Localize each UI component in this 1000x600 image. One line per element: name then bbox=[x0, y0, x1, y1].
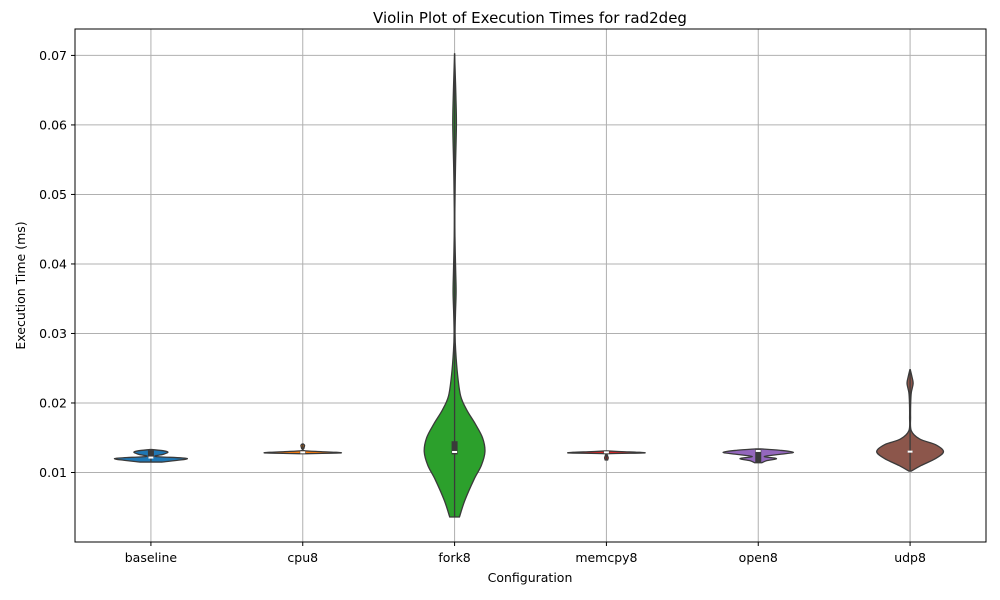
y-axis-ticks: 0.01 0.02 0.03 0.04 0.05 0.06 0.07 bbox=[39, 48, 75, 480]
x-tick-label-fork8: fork8 bbox=[438, 550, 470, 565]
x-tick-label-udp8: udp8 bbox=[894, 550, 926, 565]
x-tick-label-open8: open8 bbox=[739, 550, 778, 565]
violin-layer bbox=[113, 53, 945, 518]
x-tick-label-baseline: baseline bbox=[125, 550, 178, 565]
y-tick-label: 0.04 bbox=[39, 256, 67, 271]
y-axis-label: Execution Time (ms) bbox=[13, 221, 28, 349]
y-tick-label: 0.07 bbox=[39, 48, 67, 63]
median-marker-memcpy8 bbox=[603, 451, 609, 454]
median-marker-cpu8 bbox=[300, 451, 306, 454]
chart-title: Violin Plot of Execution Times for rad2d… bbox=[373, 9, 687, 27]
y-tick-label: 0.03 bbox=[39, 326, 67, 341]
x-axis-ticks: baseline cpu8 fork8 memcpy8 open8 udp8 bbox=[125, 542, 926, 565]
plot-frame bbox=[74, 28, 987, 543]
iqr-box-baseline bbox=[147, 450, 154, 458]
median-marker-fork8 bbox=[452, 450, 458, 453]
grid-layer bbox=[75, 29, 986, 542]
iqr-box-fork8 bbox=[451, 441, 458, 455]
median-marker-open8 bbox=[755, 449, 761, 452]
x-tick-label-memcpy8: memcpy8 bbox=[575, 550, 637, 565]
iqr-box-open8 bbox=[755, 449, 762, 463]
median-marker-udp8 bbox=[907, 450, 913, 453]
x-tick-label-cpu8: cpu8 bbox=[287, 550, 318, 565]
median-marker-baseline bbox=[148, 456, 154, 459]
y-tick-label: 0.06 bbox=[39, 117, 67, 132]
y-tick-label: 0.01 bbox=[39, 465, 67, 480]
y-tick-label: 0.02 bbox=[39, 395, 67, 410]
y-tick-label: 0.05 bbox=[39, 187, 67, 202]
x-axis-label: Configuration bbox=[488, 570, 573, 585]
box-layer bbox=[147, 53, 914, 517]
